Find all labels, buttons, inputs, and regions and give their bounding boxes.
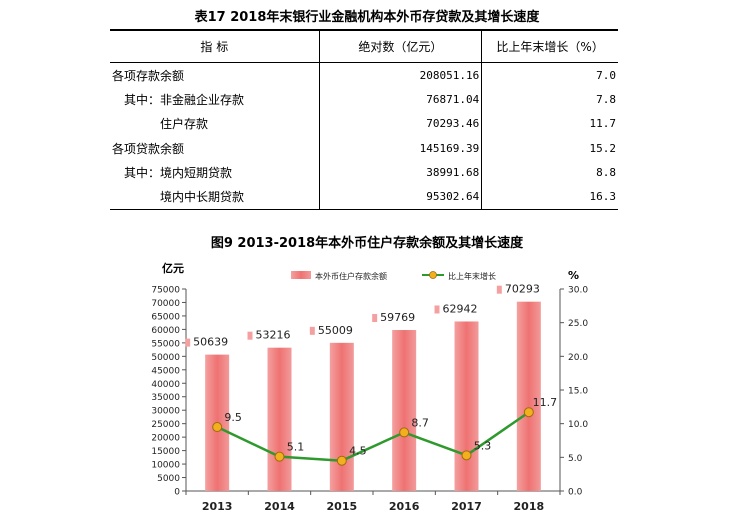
growth-value-label: 4.5	[349, 445, 367, 458]
x-tick-label: 2016	[389, 500, 420, 513]
x-tick-label: 2015	[327, 500, 358, 513]
growth-point	[461, 450, 472, 461]
y-left-tick-label: 5000	[157, 474, 180, 484]
y-right-tick-label: 30.0	[568, 286, 588, 296]
row-growth: 7.0	[481, 62, 618, 88]
growth-point	[399, 427, 410, 438]
row-growth: 8.8	[481, 160, 618, 185]
table-row: 其中：境内短期贷款 38991.68 8.8	[110, 160, 618, 185]
y-left-tick-label: 55000	[151, 339, 180, 349]
y-right-tick-label: 20.0	[568, 353, 588, 363]
y-left-tick-label: 10000	[151, 461, 180, 471]
row-growth: 11.7	[481, 111, 618, 136]
row-growth: 16.3	[481, 184, 618, 210]
bar-value-label: 50639	[193, 336, 228, 349]
table-title: 表17 2018年末银行业金融机构本外币存贷款及其增长速度	[194, 10, 540, 25]
bar-label-marker	[185, 338, 191, 347]
growth-point	[523, 407, 534, 418]
table-row: 其中：非金融企业存款 76871.04 7.8	[110, 87, 618, 112]
growth-value-label: 5.1	[287, 441, 305, 454]
y-left-tick-label: 35000	[151, 393, 180, 403]
x-tick-label: 2013	[202, 500, 233, 513]
growth-value-label: 9.5	[224, 411, 242, 424]
y-left-tick-label: 40000	[151, 380, 180, 390]
growth-point	[212, 422, 223, 433]
x-tick-label: 2018	[514, 500, 545, 513]
table-row: 各项贷款余额 145169.39 15.2	[110, 135, 618, 161]
y-left-tick-label: 25000	[151, 420, 180, 430]
stats-table: 指 标 绝对数（亿元） 比上年末增长（%） 各项存款余额 208051.16 7…	[110, 29, 618, 210]
bar	[516, 301, 541, 491]
row-value: 208051.16	[318, 62, 482, 88]
legend-line-marker	[429, 271, 437, 279]
growth-value-label: 11.7	[533, 396, 558, 409]
header-growth: 比上年末增长（%）	[481, 29, 618, 63]
header-absolute: 绝对数（亿元）	[318, 29, 482, 63]
chart-title: 图9 2013-2018年本外币住户存款余额及其增长速度	[210, 236, 524, 251]
y-right-unit: %	[568, 269, 579, 282]
row-growth: 15.2	[481, 135, 618, 161]
y-left-unit: 亿元	[162, 261, 184, 275]
legend-line-label: 比上年末增长	[448, 271, 496, 281]
y-right-tick-label: 15.0	[568, 387, 588, 397]
table-row: 各项存款余额 208051.16 7.0	[110, 62, 618, 88]
row-value: 38991.68	[318, 160, 482, 185]
bar-value-label: 59769	[380, 311, 415, 324]
y-left-tick-label: 0	[174, 488, 180, 498]
growth-value-label: 5.3	[474, 439, 492, 452]
bar-label-marker	[372, 314, 378, 323]
bar-value-label: 55009	[318, 324, 353, 337]
bar	[392, 330, 417, 491]
bar-value-label: 53216	[256, 329, 291, 342]
table-row: 境内中长期贷款 95302.64 16.3	[110, 184, 618, 210]
header-indicator: 指 标	[110, 29, 320, 63]
row-label: 各项贷款余额	[112, 141, 185, 156]
y-left-tick-label: 20000	[151, 434, 180, 444]
y-right-tick-label: 25.0	[568, 319, 588, 329]
legend-bar-label: 本外币住户存款余额	[315, 271, 387, 281]
y-right-tick-label: 10.0	[568, 420, 588, 430]
table-row: 住户存款 70293.46 11.7	[110, 111, 618, 136]
bar-label-marker	[309, 326, 315, 335]
legend-bar-swatch	[291, 271, 311, 279]
bar	[329, 342, 354, 491]
bar-label-marker	[496, 285, 502, 294]
y-right-tick-label: 0.0	[568, 488, 583, 498]
row-label: 其中：境内短期贷款	[124, 165, 233, 180]
bar-label-marker	[247, 331, 253, 340]
row-value: 70293.46	[318, 111, 482, 136]
row-label: 境内中长期贷款	[110, 184, 320, 210]
growth-point	[274, 451, 285, 462]
row-label: 其中：非金融企业存款	[124, 92, 245, 107]
row-value: 95302.64	[318, 184, 482, 210]
y-right-tick-label: 5.0	[568, 454, 583, 464]
bar-value-label: 70293	[505, 283, 540, 296]
y-left-tick-label: 30000	[151, 407, 180, 417]
y-left-tick-label: 45000	[151, 366, 180, 376]
x-tick-label: 2017	[451, 500, 482, 513]
row-label: 住户存款	[160, 117, 209, 132]
y-left-tick-label: 65000	[151, 312, 180, 322]
row-growth: 7.8	[481, 87, 618, 112]
y-left-tick-label: 60000	[151, 326, 180, 336]
bar	[267, 347, 292, 491]
row-value: 145169.39	[318, 135, 482, 161]
table-header-row: 指 标 绝对数（亿元） 比上年末增长（%）	[110, 29, 618, 63]
row-label: 各项存款余额	[112, 68, 185, 83]
growth-line	[216, 411, 530, 462]
y-left-tick-label: 70000	[151, 299, 180, 309]
growth-point	[336, 455, 347, 466]
y-left-tick-label: 75000	[151, 286, 180, 296]
row-value: 76871.04	[318, 87, 482, 112]
growth-value-label: 8.7	[411, 416, 429, 429]
bar	[454, 321, 479, 491]
y-left-tick-label: 15000	[151, 447, 180, 457]
bar-value-label: 62942	[443, 302, 478, 315]
y-left-tick-label: 50000	[151, 353, 180, 363]
bar-label-marker	[434, 305, 440, 314]
x-tick-label: 2014	[264, 500, 295, 513]
